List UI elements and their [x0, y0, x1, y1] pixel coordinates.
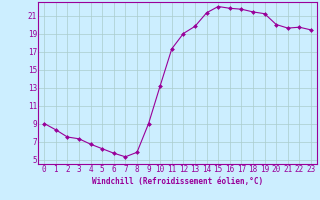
X-axis label: Windchill (Refroidissement éolien,°C): Windchill (Refroidissement éolien,°C) — [92, 177, 263, 186]
